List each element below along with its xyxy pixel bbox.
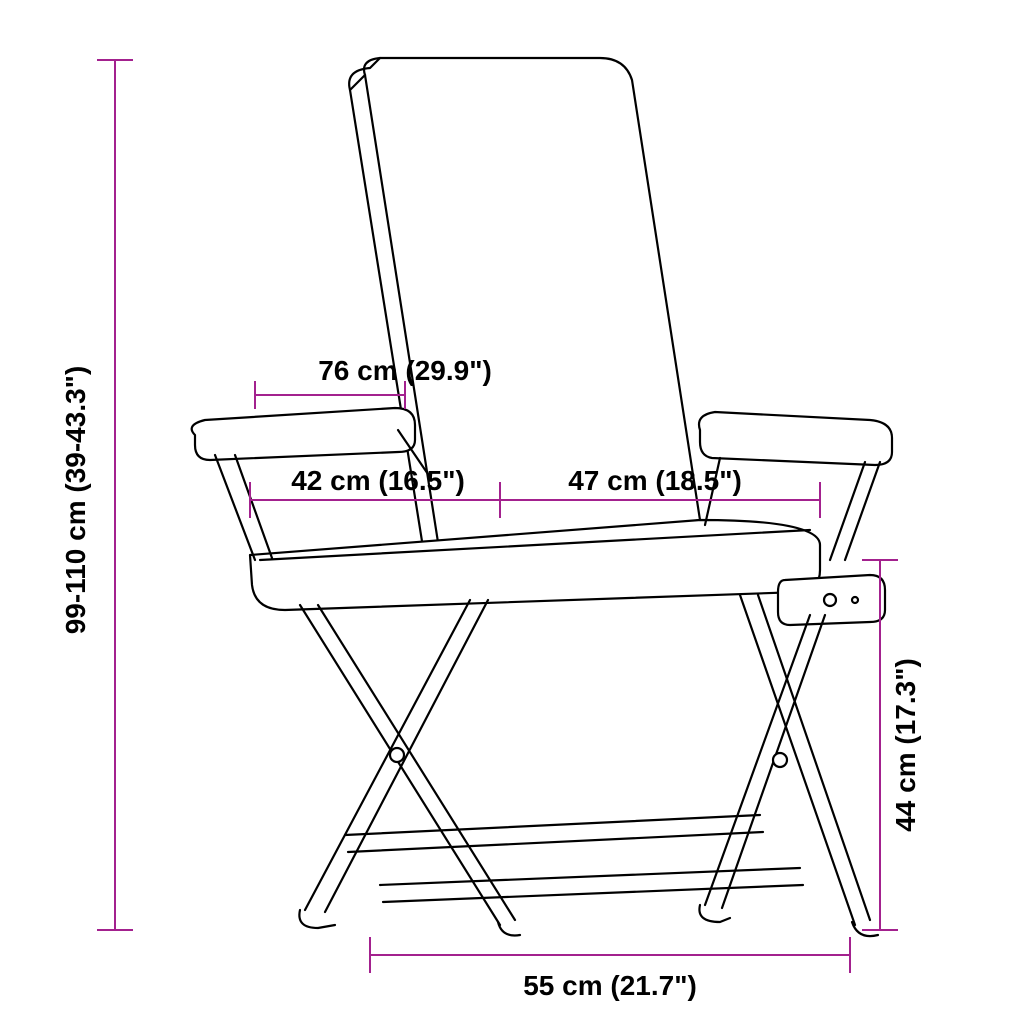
label-base-width: 55 cm (21.7") (523, 970, 697, 1001)
chair-outline (192, 58, 892, 936)
label-seat-height: 44 cm (17.3") (890, 658, 921, 832)
dimension-diagram: 99-110 cm (39-43.3") 44 cm (17.3") 55 cm… (0, 0, 1024, 1024)
label-seat-width: 47 cm (18.5") (568, 465, 742, 496)
label-overall-height: 99-110 cm (39-43.3") (60, 366, 91, 635)
label-seat-depth: 42 cm (16.5") (291, 465, 465, 496)
label-armrest-span: 76 cm (29.9") (318, 355, 492, 386)
